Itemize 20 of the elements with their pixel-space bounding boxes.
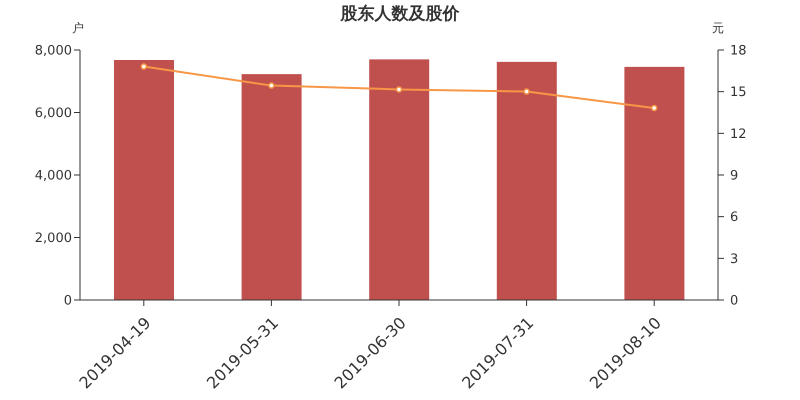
y-tick-label: 8,000 [34, 44, 72, 59]
y2-tick-label: 3 [730, 252, 738, 267]
point [650, 104, 658, 112]
point [140, 63, 148, 70]
y2-tick-label: 9 [730, 168, 738, 184]
y-tick-label: 0 [64, 294, 72, 309]
y-axis-title: 户 [72, 20, 84, 37]
y2-tick-label: 15 [730, 85, 747, 100]
y-tick-label: 6,000 [34, 106, 72, 122]
point [268, 82, 275, 89]
y2-tick-label: 12 [730, 126, 747, 142]
point [523, 88, 530, 95]
y2-tick-label: 6 [730, 210, 738, 226]
point [396, 86, 402, 93]
y-tick-label: 2,000 [34, 231, 72, 246]
y2-axis-title: 元 [712, 20, 724, 37]
y2-tick-label: 0 [730, 294, 738, 309]
y-tick-label: 4,000 [34, 168, 72, 184]
y2-tick-label: 18 [730, 44, 747, 59]
chart-title: 股东人数及股价 [340, 4, 460, 24]
